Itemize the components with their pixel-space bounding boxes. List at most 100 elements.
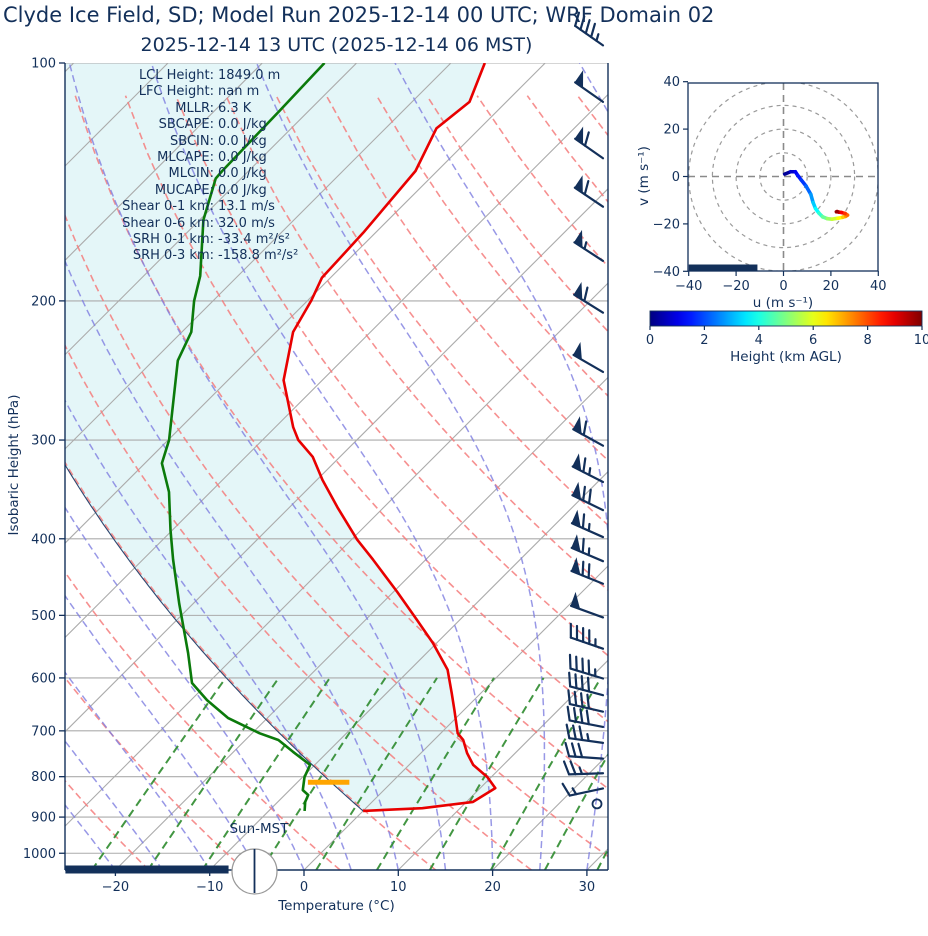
pressure-tick-label: 600 xyxy=(31,671,56,686)
valid-time-subtitle: 2025-12-14 13 UTC (2025-12-14 06 MST) xyxy=(140,34,533,56)
barb-half xyxy=(583,241,588,251)
temperature-tick-label: 30 xyxy=(579,880,596,895)
stat-label: Shear 0-6 km: xyxy=(122,215,214,231)
dry-adiabat-line xyxy=(678,96,928,870)
moist-adiabat-line xyxy=(65,739,164,870)
barb-full xyxy=(578,725,584,742)
hodograph-u-tick-label: −20 xyxy=(722,279,749,294)
hodograph-v-tick-label: 20 xyxy=(663,123,680,138)
isotherm-line xyxy=(397,659,608,870)
hodograph-range-ring xyxy=(735,128,832,225)
mixing-ratio-line xyxy=(147,677,280,870)
hodograph-range-ring xyxy=(759,152,808,201)
dry-adiabat-line xyxy=(65,676,246,870)
moist-adiabat-line xyxy=(65,259,400,870)
isotherm-line xyxy=(65,63,546,544)
temperature-axis-label: Temperature (°C) xyxy=(278,898,395,914)
barb-full xyxy=(585,709,590,726)
wind-barb xyxy=(574,11,605,47)
parcel-trace-line xyxy=(65,463,364,812)
stat-value: 6.3 K xyxy=(218,100,252,116)
barb-full xyxy=(581,513,586,530)
pressure-tick-label: 500 xyxy=(31,609,56,624)
barb-pennant xyxy=(570,591,581,610)
wind-barb xyxy=(572,416,605,447)
isotherm-line xyxy=(65,188,608,733)
dry-adiabat-line xyxy=(225,95,608,592)
stat-value: -158.8 m²/s² xyxy=(218,248,299,264)
mixing-ratio-line xyxy=(201,677,331,870)
stat-line: MLCIN: 0.0 J/kg xyxy=(62,166,332,182)
barb-full xyxy=(568,671,572,688)
barb-pennant xyxy=(571,509,581,528)
barb-pennant xyxy=(571,481,582,501)
stat-value: 0.0 J/kg xyxy=(218,182,267,198)
hodograph-v-tick-label: −40 xyxy=(653,265,680,280)
barb-full xyxy=(581,560,585,577)
barb-full xyxy=(579,15,586,31)
hodograph-u-tick-label: 0 xyxy=(779,279,787,294)
stat-label: MLCAPE: xyxy=(157,150,214,166)
barb-pennant xyxy=(574,126,584,145)
barb-full xyxy=(575,655,578,672)
pressure-tick-label: 700 xyxy=(31,724,56,739)
skewt-plot-area xyxy=(65,63,928,870)
hodograph-u-tick-label: −40 xyxy=(675,279,702,294)
page-title: Clyde Ice Field, SD; Model Run 2025-12-1… xyxy=(3,3,715,27)
stat-line: Shear 0-1 km: 13.1 m/s xyxy=(62,199,332,215)
barb-half xyxy=(586,733,590,742)
stat-label: MLLR: xyxy=(175,100,214,116)
dry-adiabat-line xyxy=(74,95,608,790)
stat-value: -33.4 m²/s² xyxy=(218,232,291,248)
stat-label: SRH 0-1 km: xyxy=(132,232,214,248)
moist-adiabat-line xyxy=(65,399,352,870)
dry-adiabat-line xyxy=(275,95,608,527)
wind-barb xyxy=(567,689,605,713)
barb-full xyxy=(583,286,589,303)
colorbar-tick-label: 0 xyxy=(646,333,654,348)
moist-adiabat-line xyxy=(65,506,305,870)
barb-full xyxy=(565,723,571,740)
wind-barb xyxy=(564,741,605,760)
isotherm-line xyxy=(65,63,263,262)
stats-panel: LCL Height: 1849.0 m LFC Height: nan m MLLR:… xyxy=(62,68,332,265)
wind-barb xyxy=(568,671,605,697)
moist-adiabat-line xyxy=(150,63,494,870)
barb-full xyxy=(581,657,585,674)
barb-full xyxy=(574,11,581,27)
dry-adiabat-line xyxy=(65,570,341,870)
colorbar-tick-label: 10 xyxy=(914,333,928,348)
barb-full xyxy=(570,742,577,758)
pressure-axis-label: Isobaric Height (hPa) xyxy=(6,394,22,536)
dry-adiabat-line xyxy=(576,95,608,137)
barb-half xyxy=(571,787,578,796)
wind-barb xyxy=(568,653,605,680)
moist-adiabat-line xyxy=(68,63,447,870)
isotherm-line xyxy=(65,282,608,827)
wind-barb xyxy=(591,798,603,810)
stat-value: 0.0 J/kg xyxy=(218,166,267,182)
dry-adiabat-line xyxy=(65,460,437,870)
barb-full xyxy=(587,563,591,580)
stat-value: 0.0 J/kg xyxy=(218,150,267,166)
barb-full xyxy=(581,537,585,554)
barb-pennant xyxy=(573,282,583,301)
temperature-tick-label: −20 xyxy=(102,880,129,895)
stat-label: Shear 0-1 km: xyxy=(122,199,214,215)
wind-barb xyxy=(573,175,605,208)
hodograph-u-tick-label: 40 xyxy=(870,279,887,294)
hodograph-u-axis-label: u (m s⁻¹) xyxy=(752,295,814,311)
barb-full xyxy=(572,706,578,723)
moisture-shade-region xyxy=(65,63,496,811)
temperature-tick-label: 10 xyxy=(390,880,407,895)
barb-full xyxy=(584,19,591,35)
barb-pennant xyxy=(572,453,582,472)
dry-adiabat-line xyxy=(65,779,150,870)
isotherm-line xyxy=(115,376,608,870)
isotherm-line xyxy=(65,93,608,639)
dry-adiabat-line xyxy=(325,95,608,462)
moist-adiabat-line xyxy=(681,63,811,870)
height-colorbar xyxy=(649,310,923,327)
dry-adiabat-line xyxy=(526,95,608,204)
barb-full xyxy=(582,457,587,474)
